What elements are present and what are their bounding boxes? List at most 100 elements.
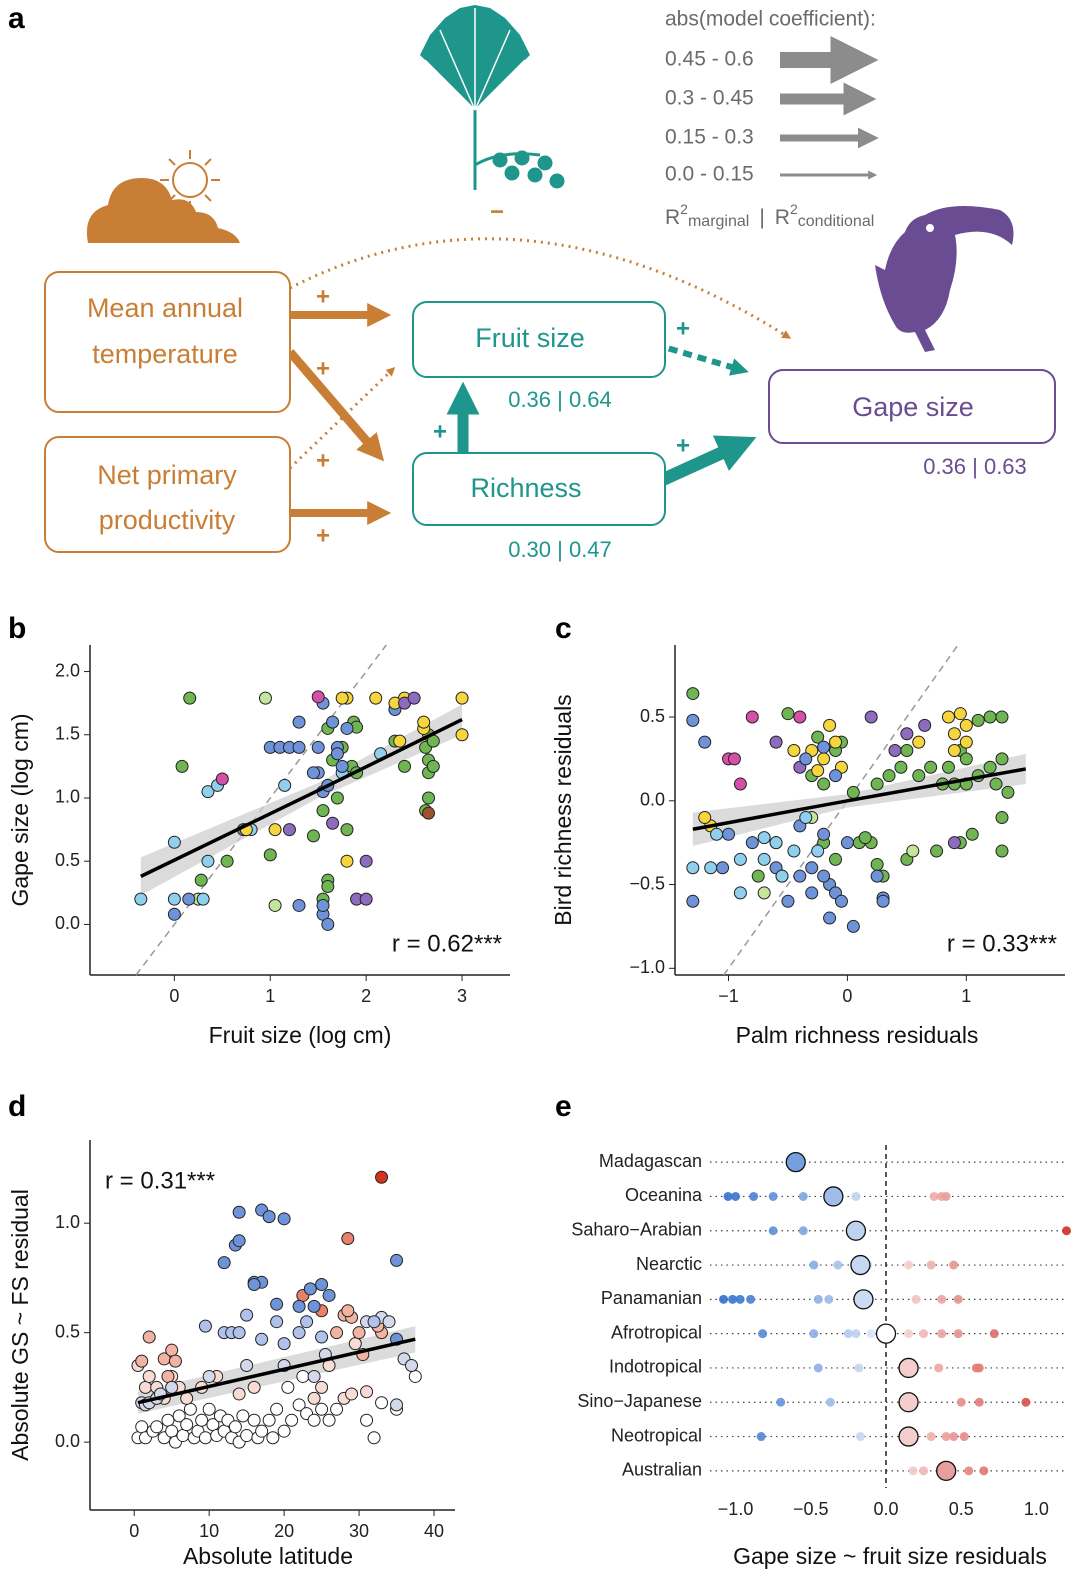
category-label: Madagascan xyxy=(599,1151,702,1171)
point xyxy=(829,769,843,783)
point xyxy=(255,1424,269,1438)
point xyxy=(846,919,860,933)
x-tick-label: 3 xyxy=(457,986,467,1006)
point xyxy=(926,1432,936,1442)
point xyxy=(352,1326,366,1340)
x-tick-label: 0 xyxy=(169,986,179,1006)
point xyxy=(811,764,825,778)
point xyxy=(930,844,944,858)
point xyxy=(367,1431,381,1445)
point xyxy=(311,740,325,754)
point xyxy=(268,898,282,912)
point xyxy=(307,1369,321,1383)
mean-point xyxy=(875,1323,897,1344)
point xyxy=(417,715,431,729)
y-tick-label: −1.0 xyxy=(629,957,665,977)
node-label: temperature xyxy=(92,339,238,369)
point xyxy=(974,1397,984,1407)
point xyxy=(974,1363,984,1373)
point xyxy=(421,806,435,820)
point xyxy=(247,1413,261,1427)
point xyxy=(941,1432,951,1442)
point xyxy=(407,691,421,705)
point xyxy=(723,1191,733,1201)
point xyxy=(858,831,872,845)
y-tick-label: −0.5 xyxy=(629,873,665,893)
x-tick-label: −1.0 xyxy=(718,1499,754,1519)
point xyxy=(926,1260,936,1270)
point xyxy=(919,1466,929,1476)
point xyxy=(959,1432,969,1442)
point xyxy=(232,1205,246,1219)
point xyxy=(817,869,831,883)
toucan-icon-part xyxy=(875,206,1014,352)
point xyxy=(817,740,831,754)
point xyxy=(292,898,306,912)
point xyxy=(704,861,718,875)
identity-line xyxy=(723,644,959,976)
point xyxy=(798,1191,808,1201)
panel-label: c xyxy=(555,612,572,645)
y-tick-label: 0.0 xyxy=(55,913,80,933)
point xyxy=(359,854,373,868)
point xyxy=(728,1294,738,1304)
x-axis-title: Fruit size (log cm) xyxy=(209,1022,392,1048)
point xyxy=(686,713,700,727)
point xyxy=(904,1329,914,1339)
point xyxy=(165,1343,179,1357)
point xyxy=(870,777,884,791)
point xyxy=(745,836,759,850)
point xyxy=(719,1294,729,1304)
panel-label: b xyxy=(8,612,26,645)
panel: d Absolute latitude Absolute GS ~ FS resid… xyxy=(7,1090,455,1569)
point xyxy=(311,690,325,704)
fit-group xyxy=(140,718,463,878)
category-label: Sino−Japanese xyxy=(577,1391,702,1411)
point xyxy=(240,1429,254,1443)
category-label: Indotropical xyxy=(609,1357,702,1377)
point xyxy=(228,1420,242,1434)
edge-sign: − xyxy=(490,198,504,225)
point xyxy=(757,852,771,866)
point xyxy=(183,691,197,705)
point xyxy=(823,718,837,732)
point xyxy=(983,760,997,774)
climate-icon-part xyxy=(86,178,240,243)
x-tick-label: 40 xyxy=(424,1521,444,1541)
point xyxy=(989,1329,999,1339)
y-tick-label: 0.5 xyxy=(55,1321,80,1341)
point xyxy=(735,1294,745,1304)
node-box xyxy=(412,452,666,526)
point xyxy=(360,1413,374,1427)
x-tick-label: 0 xyxy=(842,986,852,1006)
point xyxy=(326,715,340,729)
point xyxy=(912,769,926,783)
r2-power: 2 xyxy=(680,201,688,217)
edge-arrow xyxy=(289,237,792,339)
r2-power: 2 xyxy=(790,201,798,217)
point xyxy=(262,1413,276,1427)
x-tick-label: 30 xyxy=(349,1521,369,1541)
fit-group xyxy=(692,767,1027,831)
palm-icon xyxy=(420,5,565,190)
x-tick-label: 1.0 xyxy=(1024,1499,1049,1519)
point xyxy=(813,1294,823,1304)
x-tick-label: 2 xyxy=(361,986,371,1006)
point xyxy=(408,1369,422,1383)
x-tick-label: 20 xyxy=(274,1521,294,1541)
fit-line xyxy=(140,718,463,878)
point xyxy=(979,1466,989,1476)
point xyxy=(798,1226,808,1236)
point xyxy=(870,869,884,883)
mean-point xyxy=(936,1460,957,1481)
point xyxy=(321,879,335,893)
point xyxy=(165,1424,179,1438)
point xyxy=(733,852,747,866)
mean-point xyxy=(823,1186,844,1207)
r2-separator: | xyxy=(759,206,764,229)
legend-class: 0.45 - 0.6 xyxy=(665,48,754,71)
panel: b Fruit size (log cm) Gape size (log cm) 0 1… xyxy=(7,612,510,1048)
node-r2: 0.30 | 0.47 xyxy=(508,537,612,562)
point xyxy=(809,1260,819,1270)
point xyxy=(232,1387,246,1401)
